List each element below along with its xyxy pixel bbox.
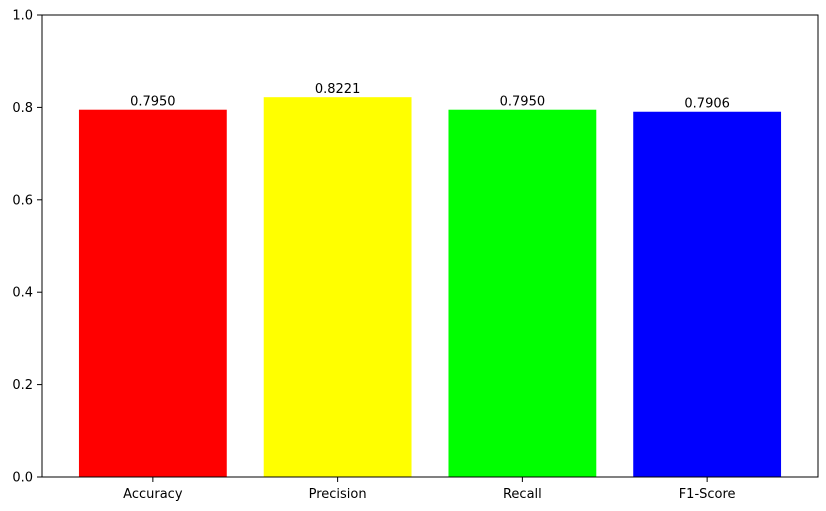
y-tick-label: 0.4 (12, 286, 33, 301)
y-tick-label: 0.0 (12, 471, 33, 486)
bars-group (78, 97, 782, 478)
bar-recall (448, 109, 597, 478)
y-axis: 0.0 0.2 0.4 0.6 0.8 1.0 (12, 9, 42, 486)
x-tick-label-precision: Precision (309, 487, 367, 502)
bar-accuracy (78, 109, 227, 478)
bar-f1-score (633, 111, 782, 477)
value-labels-group: 0.7950 0.8221 0.7950 0.7906 (130, 82, 730, 112)
plot-frame (41, 14, 819, 478)
data-label-precision: 0.8221 (315, 82, 361, 97)
x-tick-label-recall: Recall (503, 487, 542, 502)
bar-precision (263, 97, 412, 478)
y-tick-label: 1.0 (12, 9, 33, 24)
data-label-accuracy: 0.7950 (130, 95, 176, 110)
x-tick-label-accuracy: Accuracy (123, 487, 183, 502)
data-label-f1-score: 0.7906 (684, 97, 730, 112)
x-axis: Accuracy Precision Recall F1-Score (123, 477, 736, 502)
x-tick-label-f1-score: F1-Score (679, 487, 736, 502)
y-tick-label: 0.6 (12, 193, 33, 208)
y-tick-label: 0.8 (12, 101, 33, 116)
y-tick-label: 0.2 (12, 378, 33, 393)
data-label-recall: 0.7950 (500, 95, 546, 110)
